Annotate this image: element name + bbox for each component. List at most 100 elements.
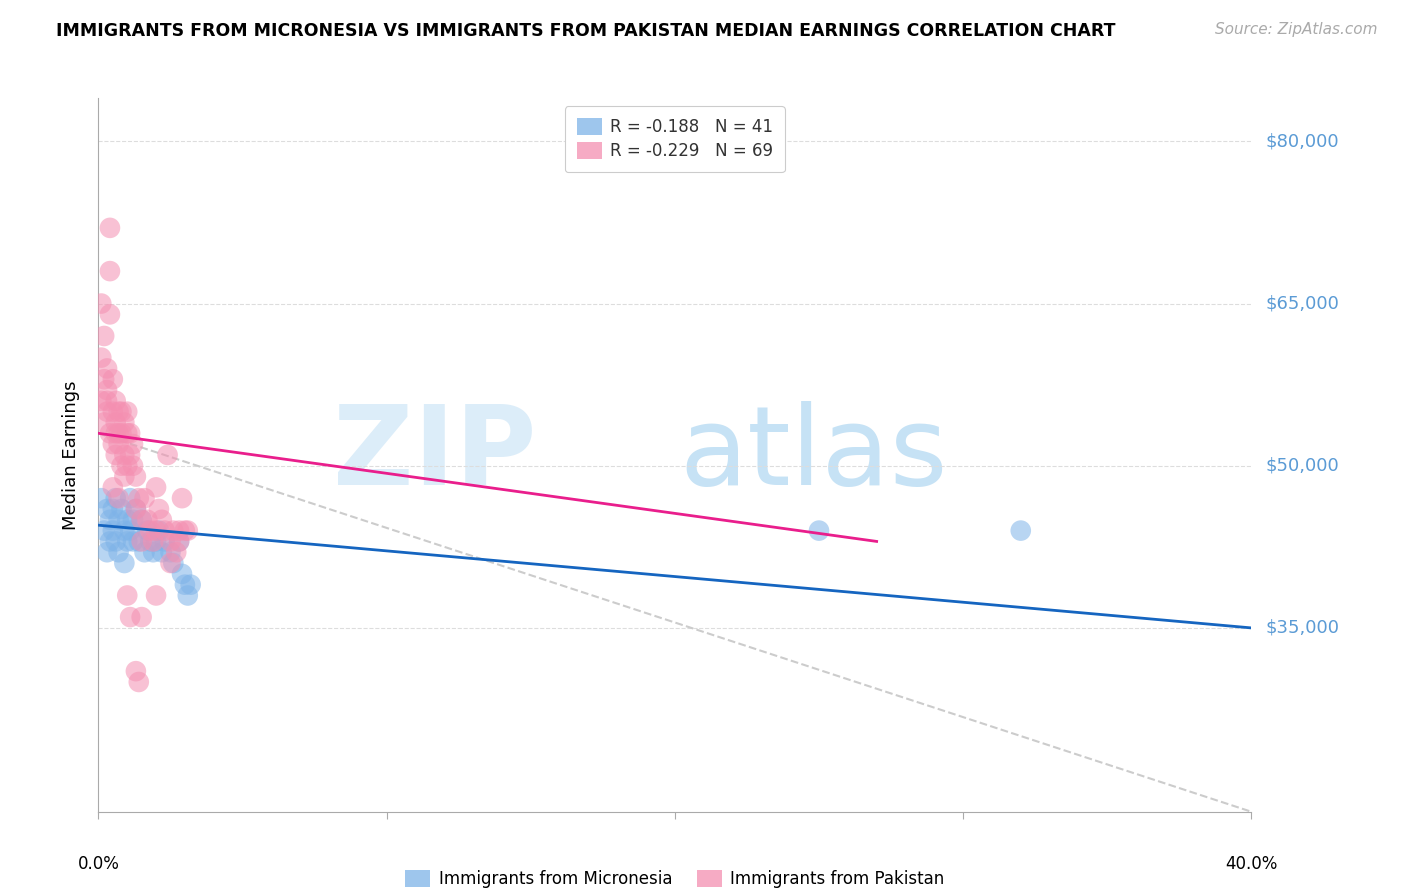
Point [98,307,121,321]
Point [107,513,129,527]
Text: $80,000: $80,000 [1265,132,1339,151]
Text: ZIP: ZIP [333,401,537,508]
Point [101,524,124,538]
Point [104,491,127,505]
Legend: Immigrants from Micronesia, Immigrants from Pakistan: Immigrants from Micronesia, Immigrants f… [398,863,952,892]
Point [120,610,142,624]
Point [120,491,142,505]
Text: 0.0%: 0.0% [77,855,120,873]
Point [142,534,165,549]
Point [120,524,142,538]
Text: atlas: atlas [679,401,948,508]
Text: Source: ZipAtlas.com: Source: ZipAtlas.com [1215,22,1378,37]
Point [128,675,150,690]
Point [96,502,118,516]
Text: $35,000: $35,000 [1265,619,1340,637]
Point [170,566,193,581]
Point [153,524,176,538]
Point [136,524,159,538]
Point [96,405,118,419]
Point [110,426,132,441]
Point [117,513,138,527]
Point [101,437,124,451]
Point [125,502,148,516]
Point [98,513,121,527]
Point [112,448,135,462]
Point [112,524,135,538]
Point [156,448,179,462]
Point [170,491,193,505]
Point [107,437,129,451]
Point [139,524,162,538]
Point [131,513,153,527]
Point [110,458,132,473]
Point [104,393,127,408]
Point [150,513,173,527]
Point [139,534,162,549]
Point [104,416,127,430]
Point [148,502,170,516]
Text: 40.0%: 40.0% [1225,855,1278,873]
Point [90,351,112,365]
Point [131,534,153,549]
Point [96,393,118,408]
Point [122,437,145,451]
Point [128,534,150,549]
Point [125,469,148,483]
Point [134,545,156,559]
Point [134,491,156,505]
Point [180,577,202,591]
Point [120,448,142,462]
Point [174,524,197,538]
Point [98,426,121,441]
Point [93,372,115,386]
Y-axis label: Median Earnings: Median Earnings [62,380,80,530]
Point [110,405,132,419]
Point [153,534,176,549]
Point [122,513,145,527]
Point [107,426,129,441]
Point [101,405,124,419]
Point [159,545,181,559]
Point [159,534,181,549]
Point [122,458,145,473]
Point [90,491,112,505]
Point [136,513,159,527]
Point [93,329,115,343]
Point [150,545,173,559]
Point [165,545,187,559]
Point [145,534,167,549]
Point [104,448,127,462]
Point [142,545,165,559]
Point [101,480,124,494]
Point [107,491,129,505]
Point [101,502,124,516]
Point [125,664,148,678]
Point [807,524,830,538]
Point [112,556,135,570]
Point [104,426,127,441]
Point [98,534,121,549]
Point [145,589,167,603]
Text: $50,000: $50,000 [1265,457,1339,475]
Point [104,534,127,549]
Point [162,524,184,538]
Point [93,524,115,538]
Point [107,405,129,419]
Point [162,556,184,570]
Point [125,502,148,516]
Point [98,264,121,278]
Point [128,491,150,505]
Point [131,610,153,624]
Point [167,524,190,538]
Point [90,393,112,408]
Point [122,534,145,549]
Point [148,524,170,538]
Point [117,534,138,549]
Point [131,513,153,527]
Point [96,383,118,397]
Point [107,545,129,559]
Text: $65,000: $65,000 [1265,294,1339,312]
Point [90,296,112,310]
Point [145,480,167,494]
